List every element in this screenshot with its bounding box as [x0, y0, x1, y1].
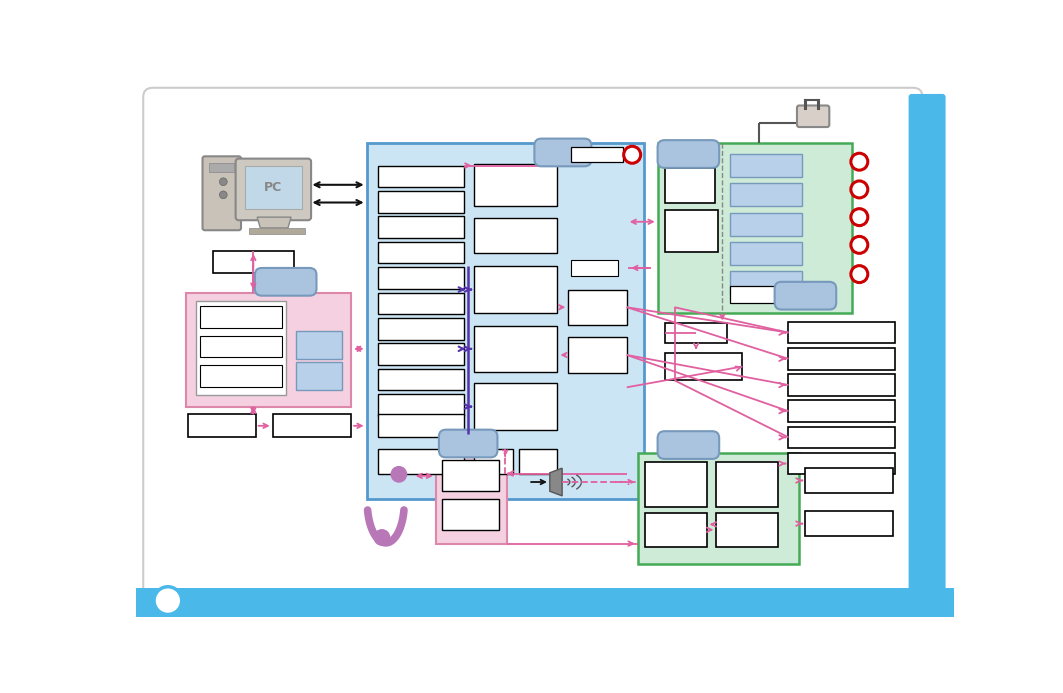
Bar	[378, 369, 465, 390]
Bar	[474, 383, 557, 430]
Bar	[806, 511, 893, 536]
Bar	[658, 143, 851, 313]
Bar	[806, 468, 893, 493]
FancyBboxPatch shape	[535, 139, 591, 166]
Bar	[188, 414, 256, 437]
FancyBboxPatch shape	[144, 88, 923, 605]
FancyBboxPatch shape	[658, 140, 720, 168]
Bar	[789, 453, 895, 474]
Bar	[571, 261, 619, 276]
Bar	[196, 301, 286, 395]
Bar	[569, 290, 627, 325]
Bar	[442, 499, 499, 529]
Bar	[474, 449, 512, 473]
Bar	[638, 453, 799, 563]
Bar	[378, 242, 465, 263]
FancyBboxPatch shape	[797, 105, 829, 127]
Bar	[378, 344, 465, 365]
Bar	[730, 213, 803, 236]
Polygon shape	[550, 468, 562, 496]
Bar	[665, 324, 727, 344]
Circle shape	[850, 181, 867, 198]
FancyBboxPatch shape	[439, 430, 497, 457]
Bar	[789, 427, 895, 448]
Bar	[378, 414, 465, 437]
Bar	[296, 362, 342, 389]
FancyBboxPatch shape	[236, 159, 311, 220]
Bar	[730, 183, 803, 207]
Bar	[789, 322, 895, 344]
Bar	[571, 147, 623, 162]
Circle shape	[850, 236, 867, 254]
Bar	[730, 286, 779, 304]
Circle shape	[624, 146, 641, 164]
Circle shape	[850, 265, 867, 283]
Bar	[200, 365, 282, 387]
Bar	[716, 462, 778, 507]
Bar	[789, 401, 895, 422]
Bar	[367, 143, 644, 499]
Text: PC: PC	[265, 182, 283, 194]
Bar	[665, 168, 714, 203]
Circle shape	[850, 153, 867, 170]
Bar	[378, 267, 465, 289]
Circle shape	[374, 529, 390, 545]
Bar	[442, 460, 499, 491]
Bar	[519, 449, 557, 473]
Bar	[474, 218, 557, 254]
Bar	[716, 513, 778, 547]
Bar	[730, 154, 803, 177]
Bar	[378, 318, 465, 340]
Bar	[296, 331, 342, 359]
Bar	[272, 414, 351, 437]
Bar	[665, 353, 742, 380]
FancyBboxPatch shape	[658, 431, 720, 459]
Bar	[186, 292, 351, 407]
Polygon shape	[257, 217, 291, 228]
Bar	[474, 266, 557, 313]
Bar	[378, 394, 465, 416]
Bar	[378, 292, 465, 314]
Bar	[200, 306, 282, 328]
FancyBboxPatch shape	[203, 157, 241, 230]
Circle shape	[219, 178, 227, 186]
Bar	[730, 242, 803, 265]
Bar	[244, 166, 302, 209]
Bar	[645, 462, 707, 507]
Bar	[378, 449, 465, 473]
Bar	[200, 335, 282, 358]
Bar	[209, 164, 234, 173]
Bar	[730, 271, 803, 294]
Bar	[789, 348, 895, 369]
Bar	[213, 251, 294, 272]
FancyBboxPatch shape	[775, 282, 837, 310]
FancyBboxPatch shape	[909, 94, 946, 599]
Bar	[645, 513, 707, 547]
FancyBboxPatch shape	[255, 268, 317, 296]
Bar	[789, 374, 895, 396]
Bar	[569, 337, 627, 373]
Bar	[378, 166, 465, 187]
Bar	[474, 164, 557, 206]
Circle shape	[219, 191, 227, 199]
Bar	[378, 216, 465, 238]
Circle shape	[391, 466, 406, 482]
Bar	[436, 453, 507, 543]
Circle shape	[154, 587, 182, 615]
Bar	[665, 210, 718, 252]
Bar	[474, 326, 557, 372]
Bar	[378, 191, 465, 213]
Circle shape	[850, 209, 867, 226]
Bar	[250, 228, 305, 234]
Bar	[136, 588, 955, 617]
